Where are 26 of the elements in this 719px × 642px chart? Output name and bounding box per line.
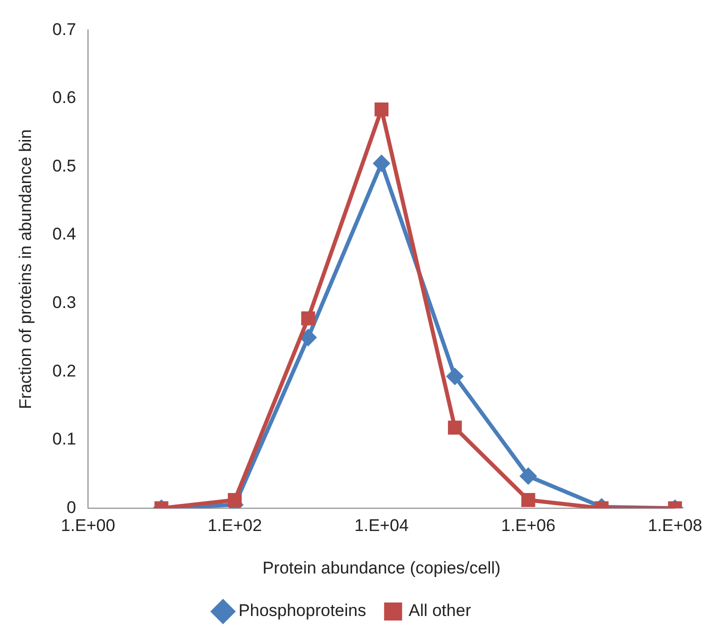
y-tick-label: 0.6 xyxy=(52,88,76,108)
point xyxy=(228,493,242,507)
point xyxy=(448,420,462,435)
y-tick-label: 0.5 xyxy=(52,156,76,176)
y-tick-label: 0 xyxy=(66,498,76,517)
point xyxy=(374,155,390,172)
y-axis-title: Fraction of proteins in abundance bin xyxy=(16,129,35,410)
point xyxy=(374,102,388,116)
point xyxy=(521,493,536,507)
y-tick-label: 0.1 xyxy=(52,430,76,449)
legend-label: Phosphoproteins xyxy=(238,601,366,620)
y-tick-label: 0.3 xyxy=(52,293,76,312)
point xyxy=(520,468,536,484)
point xyxy=(301,311,316,326)
y-tick-label: 0.4 xyxy=(52,224,76,244)
x-tick-label: 1.E+02 xyxy=(208,516,262,536)
x-axis-title: Protein abundance (copies/cell) xyxy=(262,558,501,578)
x-tick-label: 1.E+08 xyxy=(648,516,702,536)
x-tick-label: 1.E+04 xyxy=(354,516,409,536)
point xyxy=(446,368,463,384)
legend-label: All other xyxy=(408,601,472,620)
y-tick-label: 0.2 xyxy=(52,361,76,380)
x-tick-label: 1.E+06 xyxy=(501,516,556,536)
y-tick-label: 0.7 xyxy=(52,20,76,39)
x-tick-label: 1.E+00 xyxy=(60,516,116,536)
point xyxy=(300,329,316,346)
